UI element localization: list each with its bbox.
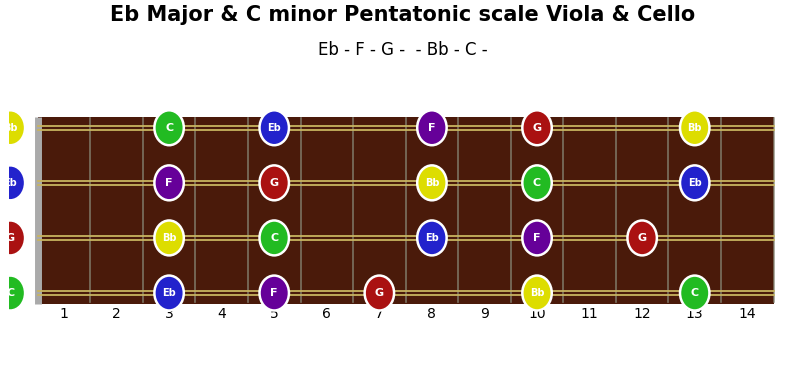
Circle shape [522, 165, 552, 200]
Text: 12: 12 [634, 307, 651, 321]
Circle shape [365, 276, 394, 310]
Text: G: G [6, 233, 15, 243]
Text: F: F [270, 288, 278, 298]
Text: Eb - F - G -  - Bb - C -: Eb - F - G - - Bb - C - [318, 41, 488, 59]
Circle shape [154, 220, 184, 255]
Text: G: G [374, 288, 384, 298]
Text: C: C [270, 233, 278, 243]
Text: 8: 8 [427, 307, 436, 321]
Text: Eb: Eb [267, 123, 281, 133]
Circle shape [154, 110, 184, 145]
Circle shape [259, 276, 289, 310]
Circle shape [0, 110, 25, 145]
Circle shape [522, 110, 552, 145]
Text: 1: 1 [59, 307, 69, 321]
Text: G: G [533, 123, 542, 133]
Text: 14: 14 [738, 307, 756, 321]
Text: Bb: Bb [530, 288, 544, 298]
Circle shape [0, 276, 25, 310]
Text: Eb Major & C minor Pentatonic scale Viola & Cello: Eb Major & C minor Pentatonic scale Viol… [110, 5, 696, 25]
Circle shape [627, 220, 657, 255]
Text: 9: 9 [480, 307, 489, 321]
Text: Bb: Bb [162, 233, 176, 243]
Text: C: C [533, 178, 541, 188]
Text: F: F [534, 233, 541, 243]
Circle shape [259, 220, 289, 255]
Text: 7: 7 [375, 307, 384, 321]
Circle shape [259, 110, 289, 145]
Text: Bb: Bb [3, 123, 18, 133]
Text: 2: 2 [112, 307, 121, 321]
Text: 5: 5 [270, 307, 278, 321]
Text: C: C [690, 288, 698, 298]
Circle shape [680, 276, 710, 310]
Text: 6: 6 [322, 307, 331, 321]
Text: 10: 10 [528, 307, 546, 321]
Circle shape [154, 165, 184, 200]
Circle shape [0, 165, 25, 200]
Circle shape [417, 165, 446, 200]
Text: 4: 4 [218, 307, 226, 321]
Circle shape [154, 276, 184, 310]
Text: G: G [638, 233, 646, 243]
Text: Eb: Eb [3, 178, 18, 188]
Text: 13: 13 [686, 307, 703, 321]
Text: F: F [428, 123, 436, 133]
Circle shape [0, 220, 25, 255]
Text: F: F [166, 178, 173, 188]
Circle shape [417, 220, 446, 255]
Text: G: G [270, 178, 278, 188]
Circle shape [522, 220, 552, 255]
Text: C: C [165, 123, 173, 133]
Text: Bb: Bb [687, 123, 702, 133]
Text: 11: 11 [581, 307, 598, 321]
Circle shape [680, 165, 710, 200]
Bar [38, 117, 774, 304]
Text: Eb: Eb [162, 288, 176, 298]
Text: C: C [6, 288, 14, 298]
Text: Bb: Bb [425, 178, 439, 188]
Text: 3: 3 [165, 307, 174, 321]
Circle shape [417, 110, 446, 145]
Circle shape [522, 276, 552, 310]
Circle shape [259, 165, 289, 200]
Text: Eb: Eb [688, 178, 702, 188]
Text: Eb: Eb [425, 233, 438, 243]
Circle shape [680, 110, 710, 145]
